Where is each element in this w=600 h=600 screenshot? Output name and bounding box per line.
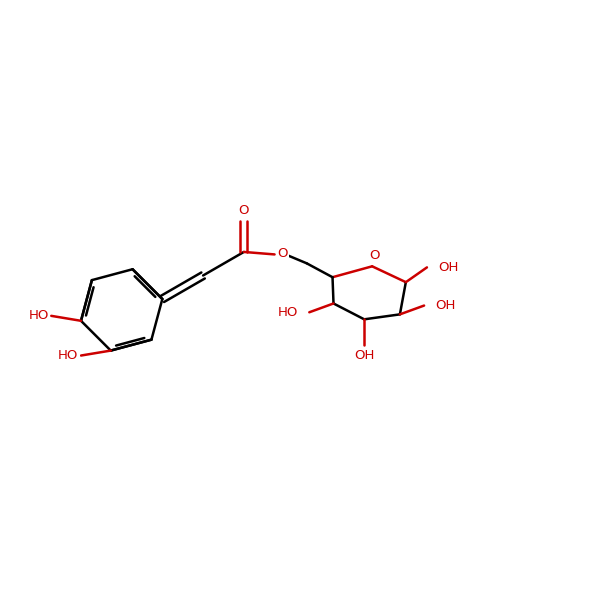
Text: O: O [277,247,288,260]
Text: HO: HO [278,306,298,319]
Text: HO: HO [28,310,49,322]
Text: OH: OH [436,299,456,312]
Text: OH: OH [439,261,459,274]
Text: HO: HO [58,349,79,362]
Text: OH: OH [354,349,374,362]
Text: O: O [369,249,379,262]
Text: O: O [239,204,249,217]
